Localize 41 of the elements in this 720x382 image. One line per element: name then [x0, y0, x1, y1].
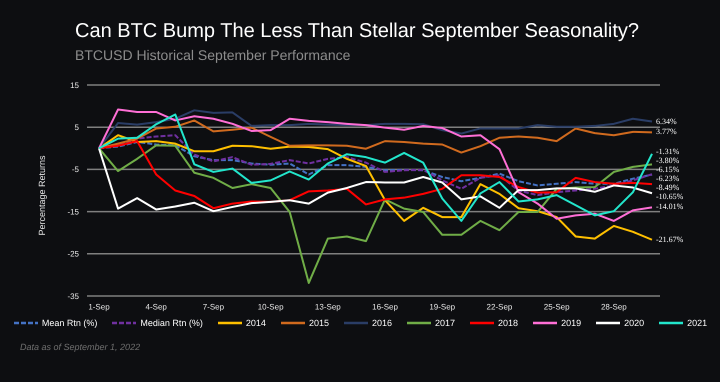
x-tick-label: 16-Sep [372, 302, 398, 312]
legend-label: 2021 [687, 318, 708, 328]
line-series [98, 144, 653, 284]
x-tick-label: 22-Sep [486, 302, 513, 312]
y-tick-label: -15 [67, 207, 80, 216]
y-tick-label: -35 [67, 292, 80, 301]
data-label: -3.80% [656, 156, 680, 166]
data-label: -14.01% [656, 202, 684, 212]
legend-label: 2017 [435, 318, 456, 328]
y-tick-label: 15 [70, 80, 80, 90]
data-label: -21.67% [656, 234, 684, 245]
chart-subtitle: BTCUSD Historical September Performance [75, 47, 350, 63]
chart-title: Can BTC Bump The Less Than Stellar September Seasonality? [75, 20, 640, 43]
x-tick-label: 25-Sep [544, 302, 570, 312]
data-label: -8.49% [656, 182, 680, 193]
x-tick-label: 10-Sep [258, 302, 284, 312]
y-axis-title: Percentage Returns [37, 154, 48, 236]
data-label: -10.65% [656, 192, 684, 202]
x-tick-label: 4-Sep [146, 302, 168, 312]
x-tick-label: 13-Sep [314, 302, 342, 312]
legend-label: 2019 [561, 318, 582, 328]
x-tick-label: 1-Sep [88, 302, 110, 312]
data-label: -6.23% [656, 174, 680, 184]
legend-label: 2016 [372, 318, 392, 328]
data-label: 3.77% [656, 127, 677, 138]
x-tick-label: 19-Sep [429, 302, 456, 312]
y-tick-label: 5 [74, 123, 80, 132]
data-label: 6.34% [656, 116, 677, 127]
y-tick-label: -25 [67, 250, 80, 259]
data-label: -6.15% [656, 164, 680, 175]
legend-label: 2015 [308, 318, 329, 328]
y-tick-label: -5 [72, 165, 80, 174]
legend-label: 2018 [498, 318, 518, 328]
x-tick-label: 7-Sep [202, 302, 225, 312]
legend-label: Mean Rtn (%) [42, 318, 98, 328]
x-tick-label: 28-Sep [600, 302, 628, 312]
legend-label: 2014 [246, 318, 266, 328]
text: Data as of September 1, 2022 [20, 342, 140, 352]
legend-label: 2020 [624, 318, 644, 328]
data-label: -1.31% [656, 146, 680, 157]
legend-label: Median Rtn (%) [140, 318, 203, 328]
